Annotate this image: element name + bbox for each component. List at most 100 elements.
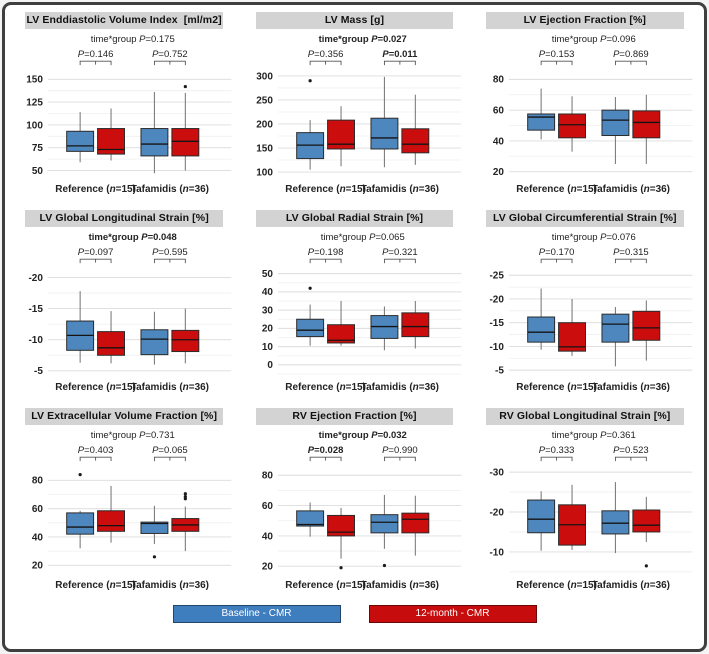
box-baseline xyxy=(526,316,555,343)
comparison-bracket xyxy=(153,60,186,66)
y-tick-label: -25 xyxy=(489,271,504,282)
panel-title: LV Extracellular Volume Fraction [%] xyxy=(25,408,223,425)
x-axis-label: Reference (n=15) xyxy=(286,580,367,591)
x-axis-label: Tafamidis (n=36) xyxy=(131,382,209,393)
comparison-bracket xyxy=(540,60,573,66)
interaction-p-text: time*group P=0.096 xyxy=(551,34,635,45)
box-followup xyxy=(171,329,200,353)
y-tick-label: -15 xyxy=(489,318,504,329)
panel-chart: 20 40 60 80 time*group P=0.731 P=0.403 Referen… xyxy=(32,430,232,591)
box-followup xyxy=(401,312,430,338)
outlier-dot xyxy=(183,492,187,496)
panel-title: RV Ejection Fraction [%] xyxy=(255,408,454,425)
outlier-dot xyxy=(183,495,187,499)
p-value-text: P=0.356 xyxy=(308,49,344,60)
panel-chart: 50 75 100 125 150 time*group P=0.175 P=0.146 Re… xyxy=(26,34,232,195)
x-axis-label: Reference (n=15) xyxy=(286,184,367,195)
boxplot-panel: LV Global Radial Strain [%] 0 10 20 30 40 50 ti… xyxy=(242,210,466,404)
y-tick-label: -10 xyxy=(489,547,504,558)
boxplot-panel: LV Ejection Fraction [%] 20 40 60 80 time*gro… xyxy=(473,12,697,206)
comparison-bracket xyxy=(153,258,186,264)
panel-chart: -25 -20 -15 -10 -5 time*group P=0.076 P=0.170 R… xyxy=(489,232,692,393)
interaction-p-text: time*group P=0.065 xyxy=(321,232,405,243)
y-tick-label: 100 xyxy=(257,167,274,178)
box-baseline xyxy=(601,109,630,137)
panel-title: LV Global Circumferential Strain [%] xyxy=(486,210,684,227)
box-followup xyxy=(557,113,586,139)
panel-chart: 0 10 20 30 40 50 time*group P=0.065 P=0.198 Refe… xyxy=(262,232,462,393)
outlier-dot xyxy=(308,79,313,83)
x-axis-label: Reference (n=15) xyxy=(55,382,136,393)
boxplot-panel: RV Global Longitudinal Strain [%] -30 -20-… xyxy=(473,408,697,602)
comparison-bracket xyxy=(153,456,186,462)
p-value-text: P=0.403 xyxy=(78,445,114,456)
comparison-bracket xyxy=(614,60,647,66)
interaction-p-text: time*group P=0.027 xyxy=(319,34,407,45)
p-value-text: P=0.065 xyxy=(152,445,188,456)
interaction-p-text: time*group P=0.361 xyxy=(551,430,635,441)
box-baseline xyxy=(526,499,555,534)
y-tick-label: 0 xyxy=(268,360,274,371)
p-value-text: P=0.523 xyxy=(613,445,649,456)
x-axis-label: Tafamidis (n=36) xyxy=(361,580,439,591)
p-value-text: P=0.198 xyxy=(308,247,344,258)
box-baseline xyxy=(66,512,95,535)
legend-baseline-chip: Baseline - CMR xyxy=(172,605,341,623)
x-axis-label: Reference (n=15) xyxy=(516,382,597,393)
y-tick-label: 60 xyxy=(32,504,44,515)
panel-chart: -20 -15 -10 -5 time*group P=0.048 P=0.097 Refe… xyxy=(28,232,232,393)
panel-chart: 100 150 200 250 300 time*group P=0.027 P=0.356… xyxy=(257,34,462,195)
panel-title: LV Mass [g] xyxy=(255,12,454,29)
x-axis-label: Tafamidis (n=36) xyxy=(131,184,209,195)
box-baseline xyxy=(526,113,555,131)
comparison-bracket xyxy=(384,60,417,66)
boxplot-panel: LV Global Circumferential Strain [%] -25 -… xyxy=(473,210,697,404)
interaction-p-text: time*group P=0.731 xyxy=(91,430,175,441)
boxplot-grid: LV Enddiastolic Volume Index [ml/m2] 50 75… xyxy=(12,12,697,602)
box-baseline xyxy=(370,117,399,150)
y-tick-label: 100 xyxy=(26,120,43,131)
p-value-text: P=0.153 xyxy=(538,49,574,60)
y-tick-label: -10 xyxy=(489,342,504,353)
box-baseline xyxy=(296,318,325,338)
boxplot-panel: LV Mass [g] 100 150 200 250 300 time*group P=0… xyxy=(242,12,466,206)
y-tick-label: 150 xyxy=(26,75,43,86)
y-tick-label: 80 xyxy=(492,75,504,86)
y-tick-label: 150 xyxy=(257,143,274,154)
y-tick-label: 125 xyxy=(26,97,43,108)
y-tick-label: 40 xyxy=(32,532,44,543)
y-tick-label: -20 xyxy=(489,294,504,305)
p-value-text: P=0.028 xyxy=(308,445,344,456)
comparison-bracket xyxy=(540,258,573,264)
outlier-dot xyxy=(383,563,387,568)
y-tick-label: -20 xyxy=(489,507,504,518)
x-axis-label: Reference (n=15) xyxy=(55,580,136,591)
comparison-bracket xyxy=(79,456,112,462)
p-value-text: P=0.011 xyxy=(383,49,418,60)
y-tick-label: -15 xyxy=(28,304,43,315)
x-axis-label: Reference (n=15) xyxy=(55,184,136,195)
box-baseline xyxy=(370,514,399,534)
comparison-bracket xyxy=(384,258,417,264)
x-axis-label: Tafamidis (n=36) xyxy=(361,382,439,393)
x-axis-label: Tafamidis (n=36) xyxy=(131,580,209,591)
interaction-p-text: time*group P=0.175 xyxy=(91,34,175,45)
box-baseline xyxy=(66,130,95,152)
panel-title: LV Global Longitudinal Strain [%] xyxy=(25,210,223,227)
box-baseline xyxy=(296,510,325,527)
outlier-dot xyxy=(644,564,648,568)
box-followup xyxy=(401,128,430,154)
x-axis-label: Tafamidis (n=36) xyxy=(591,580,669,591)
comparison-bracket xyxy=(310,258,342,264)
comparison-bracket xyxy=(384,456,417,462)
box-followup xyxy=(97,331,126,356)
y-tick-label: 20 xyxy=(492,167,504,178)
box-followup xyxy=(632,310,660,341)
panel-title: LV Ejection Fraction [%] xyxy=(486,12,684,29)
comparison-bracket xyxy=(310,60,342,66)
x-axis-label: Tafamidis (n=36) xyxy=(591,382,669,393)
box-followup xyxy=(632,110,660,139)
interaction-p-text: time*group P=0.076 xyxy=(551,232,635,243)
comparison-bracket xyxy=(614,456,647,462)
interaction-p-text: time*group P=0.048 xyxy=(89,232,177,243)
